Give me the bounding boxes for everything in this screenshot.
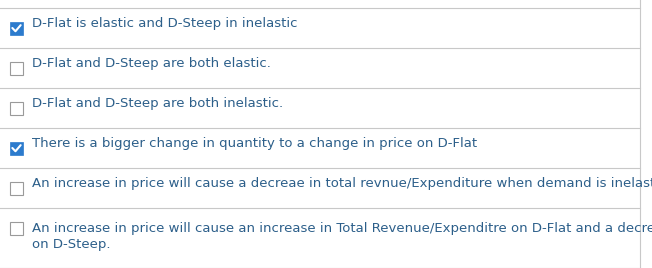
Text: D-Flat is elastic and D-Steep in inelastic: D-Flat is elastic and D-Steep in inelast… — [32, 17, 297, 29]
Text: D-Flat and D-Steep are both inelastic.: D-Flat and D-Steep are both inelastic. — [32, 96, 283, 110]
Text: on D-Steep.: on D-Steep. — [32, 238, 110, 251]
FancyBboxPatch shape — [10, 181, 23, 195]
Text: There is a bigger change in quantity to a change in price on D-Flat: There is a bigger change in quantity to … — [32, 136, 477, 150]
FancyBboxPatch shape — [10, 102, 23, 114]
FancyBboxPatch shape — [10, 61, 23, 75]
FancyBboxPatch shape — [10, 221, 23, 234]
FancyBboxPatch shape — [10, 21, 23, 35]
FancyBboxPatch shape — [10, 142, 23, 154]
Text: An increase in price will cause an increase in Total Revenue/Expenditre on D-Fla: An increase in price will cause an incre… — [32, 222, 652, 235]
Text: D-Flat and D-Steep are both elastic.: D-Flat and D-Steep are both elastic. — [32, 57, 271, 69]
Text: An increase in price will cause a decreae in total revnue/Expenditure when deman: An increase in price will cause a decrea… — [32, 177, 652, 189]
